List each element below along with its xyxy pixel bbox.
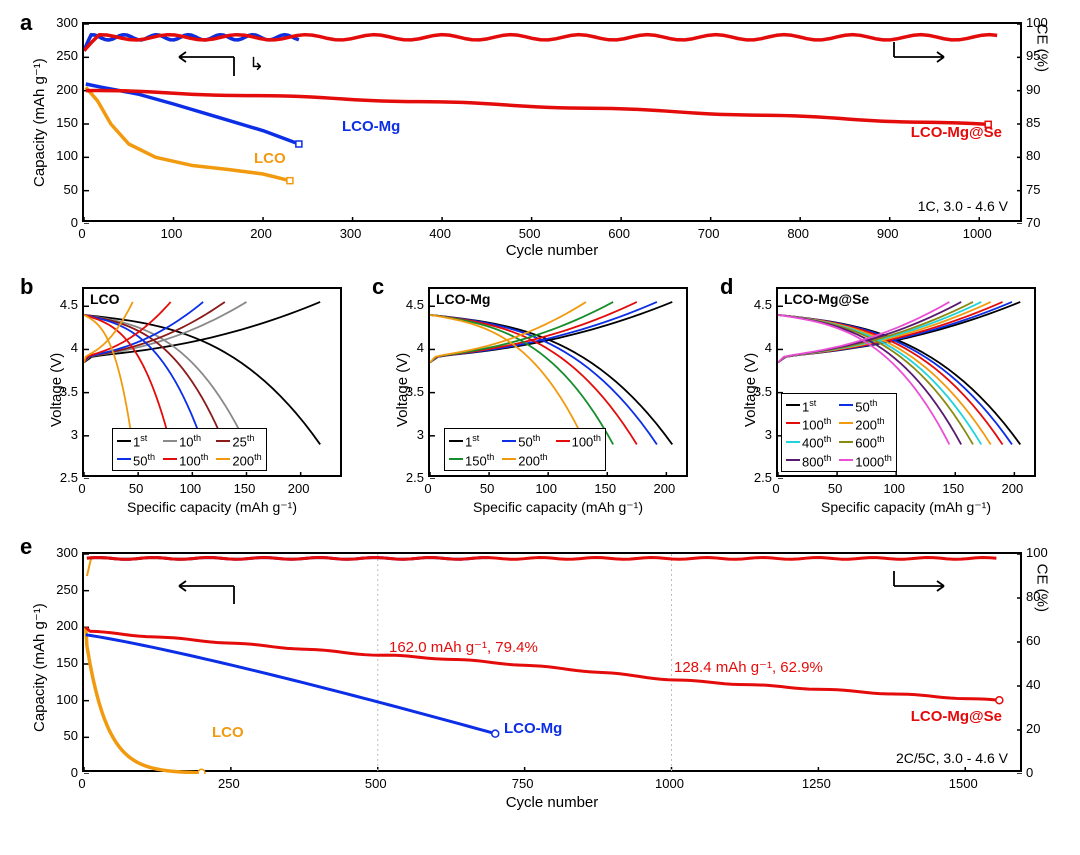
- panel-c-title: LCO-Mg: [436, 291, 490, 307]
- panel-d-title: LCO-Mg@Se: [784, 291, 869, 307]
- panel-d-xtitle: Specific capacity (mAh g⁻¹): [776, 499, 1036, 516]
- arrow-left-indicator: ↳: [249, 54, 264, 75]
- anno-e-conditions: 2C/5C, 3.0 - 4.6 V: [896, 750, 1008, 766]
- anno-a-lco: LCO: [254, 150, 286, 167]
- anno-a-lcomgse: LCO-Mg@Se: [911, 124, 1002, 141]
- panel-b-plot: LCO 1st10th25th50th100th200th: [82, 287, 342, 477]
- anno-a-conditions: 1C, 3.0 - 4.6 V: [918, 198, 1008, 214]
- panel-c-legend: 1st50th100th150th200th: [444, 428, 606, 471]
- anno-e-point2: 128.4 mAh g⁻¹, 62.9%: [674, 658, 823, 676]
- panel-a-plot: ↳ LCO-Mg LCO LCO-Mg@Se 1C, 3.0 - 4.6 V: [82, 22, 1022, 222]
- panel-d-label: d: [720, 274, 733, 300]
- anno-e-point1: 162.0 mAh g⁻¹, 79.4%: [389, 638, 538, 656]
- panel-a-xtitle: Cycle number: [82, 242, 1022, 259]
- panel-d-legend: 1st50th100th200th400th600th800th1000th: [781, 393, 897, 472]
- panel-e-label: e: [20, 534, 32, 560]
- panel-d-plot: LCO-Mg@Se 1st50th100th200th400th600th800…: [776, 287, 1036, 477]
- panel-b-xtitle: Specific capacity (mAh g⁻¹): [82, 499, 342, 516]
- figure-root: a ↳ LCO-Mg LCO LCO-Mg@Se 1C, 3.0 - 4.6 V…: [12, 12, 1068, 843]
- panel-a-label: a: [20, 10, 32, 36]
- anno-a-lcomg: LCO-Mg: [342, 118, 400, 135]
- anno-e-lco: LCO: [212, 724, 244, 741]
- anno-e-lcomgse: LCO-Mg@Se: [911, 708, 1002, 725]
- panel-c-plot: LCO-Mg 1st50th100th150th200th: [428, 287, 688, 477]
- anno-e-lcomg: LCO-Mg: [504, 720, 562, 737]
- panel-a-svg: [84, 24, 1024, 224]
- panel-e-svg: [84, 554, 1024, 774]
- panel-e-ytitle-right: CE (%): [1033, 564, 1050, 612]
- panel-e-plot: 162.0 mAh g⁻¹, 79.4% 128.4 mAh g⁻¹, 62.9…: [82, 552, 1022, 772]
- panel-e-xtitle: Cycle number: [82, 794, 1022, 811]
- panel-c-label: c: [372, 274, 384, 300]
- panel-c-xtitle: Specific capacity (mAh g⁻¹): [428, 499, 688, 516]
- panel-b-label: b: [20, 274, 33, 300]
- panel-b-title: LCO: [90, 291, 120, 307]
- panel-b-legend: 1st10th25th50th100th200th: [112, 428, 267, 471]
